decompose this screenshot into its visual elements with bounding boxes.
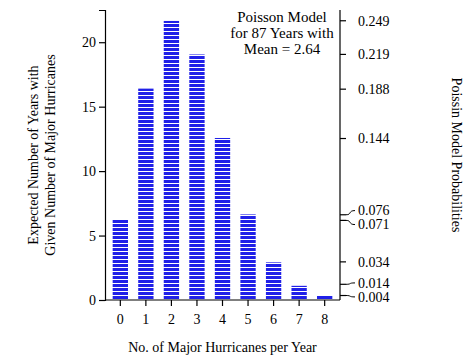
y2-tick-mark <box>340 295 346 296</box>
x-tick-mark <box>299 300 300 306</box>
bar <box>240 214 255 300</box>
x-tick-label: 0 <box>117 312 124 327</box>
y2-tick-mark <box>340 284 346 285</box>
y-tick: 0 <box>89 293 105 308</box>
x-tick-label: 1 <box>142 312 149 327</box>
y2-tick-label: 0.188 <box>358 82 390 97</box>
x-tick-mark <box>145 300 146 306</box>
y2-tick-mark <box>340 20 346 21</box>
y2-tick-mark <box>340 54 346 55</box>
x-tick-label: 3 <box>193 312 200 327</box>
x-tick: 2 <box>168 300 175 327</box>
title: Poisson Model <box>237 9 327 25</box>
x-tick: 0 <box>117 300 124 327</box>
y2-leader <box>346 220 355 224</box>
bar <box>291 286 306 300</box>
chart: 0 5 10 15 20 0 1 2 3 4 5 6 7 8 0.249 0.219 0.188 0.144 0.0… <box>0 0 469 363</box>
x-axis: 0 1 2 3 4 5 6 7 8 <box>105 300 340 327</box>
x-tick-label: 5 <box>245 312 252 327</box>
x-tick-mark <box>171 300 172 306</box>
y2-leader <box>346 296 355 297</box>
y-tick: 10 <box>82 164 105 179</box>
y2-tick-label: 0.144 <box>358 131 390 146</box>
y2-tick-label: 0.219 <box>358 47 390 62</box>
y2-tick-label: 0.071 <box>358 217 390 232</box>
bar <box>215 138 230 300</box>
x-tick-label: 8 <box>321 312 328 327</box>
bar <box>317 295 332 300</box>
bar <box>113 220 128 300</box>
y2-tick-label: 0.034 <box>358 255 390 270</box>
y2-tick-label: 0.076 <box>358 203 390 218</box>
y2-tick-mark <box>340 220 346 221</box>
x-tick: 4 <box>219 300 226 327</box>
y2-leader <box>346 211 355 215</box>
x-tick-mark <box>196 300 197 306</box>
y-axis: 0 5 10 15 20 <box>82 11 106 308</box>
y-tick-mark <box>99 107 105 108</box>
x-tick-label: 2 <box>168 312 175 327</box>
x-tick-label: 4 <box>219 312 226 327</box>
x-tick-mark <box>273 300 274 306</box>
x-tick: 7 <box>296 300 303 327</box>
y-axis-title: Expected Number of Years with <box>26 65 41 244</box>
y-tick: 5 <box>89 229 105 244</box>
bar <box>266 262 281 300</box>
y2-axis: 0.249 0.219 0.188 0.144 0.0760.071 0.034 0.014… <box>340 10 390 305</box>
y2-tick-mark <box>340 214 346 215</box>
x-tick: 8 <box>321 300 328 327</box>
y2-axis-title: Poissin Model Probabilities <box>449 78 464 233</box>
x-tick-mark <box>222 300 223 306</box>
y-tick: 15 <box>82 100 105 115</box>
x-tick-label: 6 <box>270 312 277 327</box>
x-tick-label: 7 <box>296 312 303 327</box>
axis-line <box>339 10 340 300</box>
y2-tick-label: 0.249 <box>358 14 390 29</box>
x-tick-mark <box>324 300 325 306</box>
axis-line <box>99 11 106 301</box>
y-tick: 20 <box>82 35 105 50</box>
y-tick-mark <box>99 300 105 301</box>
x-tick-mark <box>247 300 248 306</box>
y2-tick-label: 0.014 <box>358 276 390 291</box>
title: Mean = 2.64 <box>244 41 321 57</box>
y-tick-mark <box>99 171 105 172</box>
y2-tick-mark <box>340 89 346 90</box>
x-tick: 1 <box>142 300 149 327</box>
y-tick-label: 15 <box>82 100 96 115</box>
bar <box>138 89 153 300</box>
title: for 87 Years with <box>230 25 334 41</box>
y-tick-mark <box>99 235 105 236</box>
y2-leader <box>346 283 355 284</box>
bars <box>113 21 333 300</box>
y2-tick-label: 0.004 <box>358 290 390 305</box>
y-tick-label: 10 <box>82 164 96 179</box>
x-axis-title: No. of Major Hurricanes per Year <box>128 340 317 355</box>
x-tick-mark <box>120 300 121 306</box>
x-tick: 3 <box>193 300 200 327</box>
y2-tick-mark <box>340 138 346 139</box>
x-tick: 6 <box>270 300 277 327</box>
y2-tick-mark <box>340 261 346 262</box>
bar <box>189 54 204 300</box>
y-axis-title: Given Number of Major Hurricanes <box>43 54 58 255</box>
x-tick: 5 <box>245 300 252 327</box>
y-tick-label: 5 <box>89 229 96 244</box>
bar <box>164 21 179 300</box>
y-tick-label: 0 <box>89 293 96 308</box>
y-tick-mark <box>99 42 105 43</box>
y-tick-label: 20 <box>82 35 96 50</box>
